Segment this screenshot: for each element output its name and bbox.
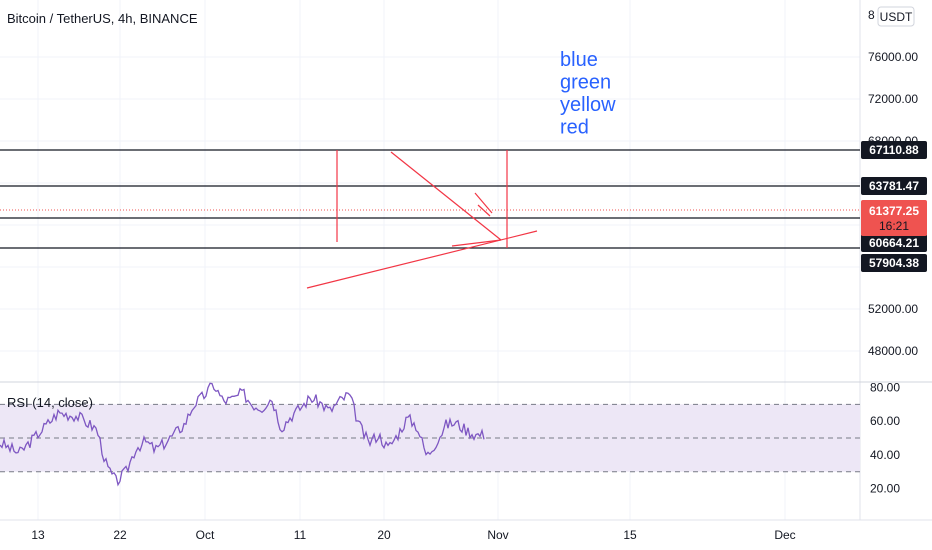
time-tick-label: 13 xyxy=(31,528,45,542)
time-tick-label: 22 xyxy=(113,528,127,542)
note-line-3: red xyxy=(560,117,589,139)
level-price-tag: 57904.38 xyxy=(861,254,927,272)
note-line-0: blue xyxy=(560,49,598,71)
rsi-pane[interactable]: 80.00 60.00 40.00 20.00 xyxy=(0,381,900,496)
rsi-tick-label: 40.00 xyxy=(870,448,900,462)
time-tick-label: 11 xyxy=(294,528,307,542)
price-tick-partial: 8 xyxy=(868,8,875,22)
note-line-1: green xyxy=(560,72,611,94)
price-tick-label: 52000.00 xyxy=(868,302,918,316)
svg-text:60664.21: 60664.21 xyxy=(869,236,919,250)
price-tick-label: 48000.00 xyxy=(868,344,918,358)
rsi-tick-label: 20.00 xyxy=(870,482,900,496)
level-price-tag: 63781.47 xyxy=(861,177,927,195)
svg-text:16:21: 16:21 xyxy=(879,219,909,233)
time-tick-label: 20 xyxy=(377,528,391,542)
svg-text:61377.25: 61377.25 xyxy=(869,204,919,218)
level-price-tag: 67110.88 xyxy=(861,141,927,159)
level-price-tag: 60664.21 xyxy=(861,234,927,252)
currency-button[interactable]: USDT xyxy=(877,6,915,27)
symbol-title[interactable]: Bitcoin / TetherUS, 4h, BINANCE xyxy=(7,11,198,26)
price-tags: 67110.88 63781.47 60664.21 57904.38 61377.25… xyxy=(861,141,927,272)
svg-text:63781.47: 63781.47 xyxy=(869,179,919,193)
price-pane[interactable] xyxy=(0,0,860,382)
pennant-base-line[interactable] xyxy=(451,239,502,247)
horizontal-levels[interactable] xyxy=(0,149,860,249)
note-line-2: yellow xyxy=(560,94,616,116)
price-tick-label: 76000.00 xyxy=(868,50,918,64)
svg-text:67110.88: 67110.88 xyxy=(869,143,919,157)
rsi-tick-label: 60.00 xyxy=(870,414,900,428)
rsi-title[interactable]: RSI (14, close) xyxy=(7,395,93,410)
trendline-drawings[interactable] xyxy=(306,150,538,289)
time-tick-label: Oct xyxy=(196,528,215,542)
price-tick-label: 72000.00 xyxy=(868,92,918,106)
time-tick-label: 15 xyxy=(623,528,637,542)
time-tick-label: Nov xyxy=(487,528,508,542)
time-axis[interactable]: 13 22 Oct 11 20 Nov 15 Dec xyxy=(31,528,795,542)
falling-resistance-line[interactable] xyxy=(390,151,502,241)
rsi-tick-label: 80.00 xyxy=(870,381,900,395)
svg-text:57904.38: 57904.38 xyxy=(869,256,919,270)
rsi-line xyxy=(0,382,485,487)
time-tick-label: Dec xyxy=(774,528,795,542)
currency-label: USDT xyxy=(880,10,913,24)
